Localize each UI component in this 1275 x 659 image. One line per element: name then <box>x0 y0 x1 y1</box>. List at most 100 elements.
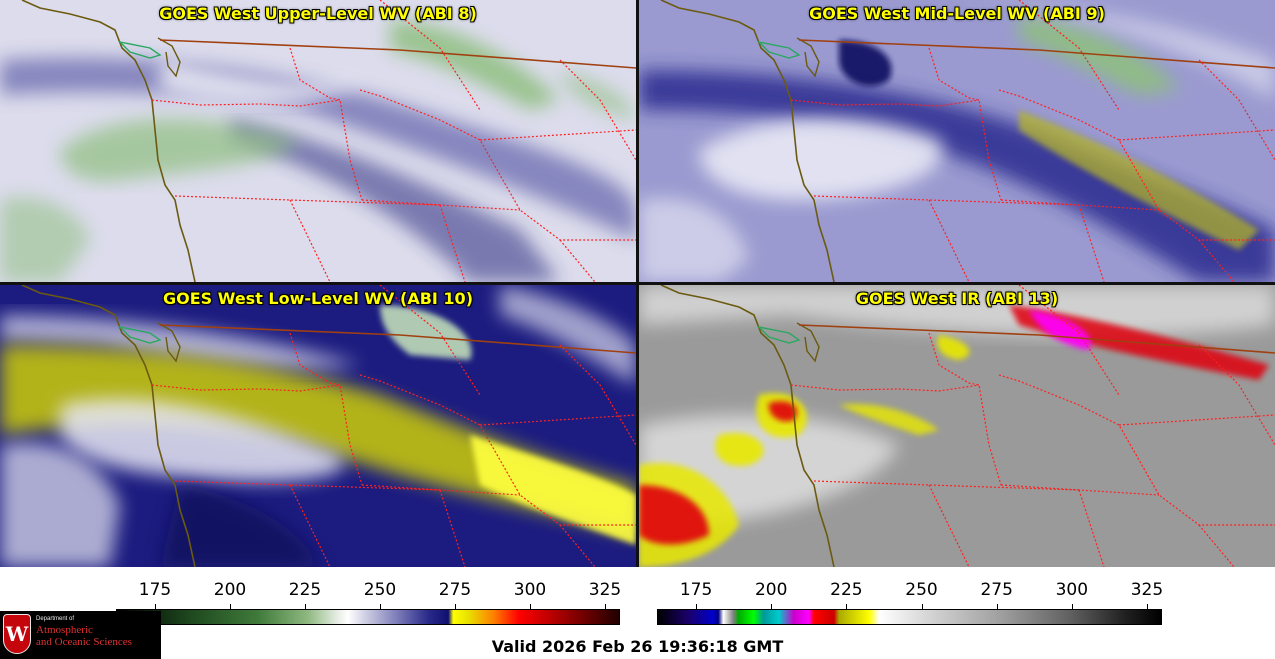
ut-co-line <box>559 239 596 282</box>
colorbar-tick-label: 275 <box>980 580 1013 600</box>
coastline <box>21 0 196 282</box>
colorbar-tick-mark <box>921 604 923 609</box>
panel-divider-horizontal <box>0 282 1275 285</box>
canada-border <box>798 324 1275 354</box>
id-line <box>928 47 1002 201</box>
id-nv-line <box>361 199 441 206</box>
panel-low-level-wv: GOES West Low-Level WV (ABI 10) <box>0 285 636 567</box>
bright-dry-region <box>470 435 636 545</box>
panel-mid-level-wv: GOES West Mid-Level WV (ABI 9) <box>639 0 1275 282</box>
colorbar-tick-label: 225 <box>830 580 863 600</box>
cold-top-2 <box>715 432 764 466</box>
canada-border <box>159 39 636 69</box>
colorbar-tick-mark <box>1071 604 1073 609</box>
ca-nv-line <box>289 199 331 282</box>
sk-line <box>559 59 636 161</box>
sk-line <box>1198 59 1275 161</box>
island-coast <box>796 37 820 78</box>
ca-nv-line <box>928 199 970 282</box>
colorbar-ir: 175 200 225 250 275 300 325 <box>657 580 1164 626</box>
high-cloud <box>160 60 360 104</box>
colorbar-tick-mark <box>380 604 381 609</box>
id-nv-line <box>361 484 441 491</box>
valid-time: Valid 2026 Feb 26 19:36:18 GMT <box>491 637 784 656</box>
sk-line <box>559 344 636 446</box>
colorbar-tick-mark <box>1146 604 1148 609</box>
ca-nv-line <box>289 484 331 567</box>
or-ca-line <box>174 480 521 496</box>
high-cloud-north <box>939 0 1275 100</box>
colorbar-tick-mark <box>846 604 848 609</box>
colorbar-wv-gradient <box>116 609 620 625</box>
colorbar-tick-label: 175 <box>138 580 172 600</box>
coastline <box>21 285 196 567</box>
wa-or-line <box>151 99 341 107</box>
id-nv-line <box>1000 199 1080 206</box>
nv-ut-line <box>1078 204 1105 282</box>
wa-or-line <box>790 384 980 392</box>
sk-line <box>1198 344 1275 446</box>
coastline <box>660 285 835 567</box>
warm-dry-streak <box>1019 110 1259 250</box>
colorbar-tick-mark <box>530 604 531 609</box>
puget-sound <box>117 40 162 59</box>
id-line <box>289 332 363 486</box>
north-cloud <box>639 285 1275 336</box>
wa-or-line <box>151 384 341 392</box>
aos-logo: W Department of Atmospheric and Oceanic … <box>0 611 161 659</box>
band-cells <box>839 404 939 435</box>
puget-sound <box>756 325 801 344</box>
colorbar-tick-mark <box>230 604 231 609</box>
low-level-wv-image <box>0 285 636 567</box>
colorbar-tick-label: 200 <box>213 580 247 600</box>
dry-slot <box>839 40 892 87</box>
ab-bc-line <box>379 285 481 396</box>
logo-dept-small: Department of <box>36 616 75 622</box>
nv-ut-line <box>439 489 466 567</box>
colorbar-ir-ticks: 175 200 225 250 275 300 325 <box>657 580 1164 609</box>
colorbar-tick-mark <box>996 604 998 609</box>
dry-streak <box>230 120 560 282</box>
colorbar-tick-mark <box>771 604 773 609</box>
logo-line-1: Atmospheric <box>36 624 93 636</box>
puget-sound <box>117 325 162 344</box>
ut-co-line <box>1198 239 1235 282</box>
north-cloud <box>0 315 360 369</box>
or-ca-line <box>174 195 521 211</box>
scattered-cell <box>937 335 970 360</box>
ut-co-line <box>559 524 596 567</box>
dry-band <box>639 70 1275 282</box>
canada-border <box>159 324 636 354</box>
colorbar-tick-mark <box>605 604 606 609</box>
canada-border <box>798 39 1275 69</box>
coldest-tops <box>1029 310 1091 350</box>
or-ca-line <box>813 480 1160 496</box>
puget-sound <box>756 40 801 59</box>
logo-line-2: and Oceanic Sciences <box>36 636 132 648</box>
colorbar-tick-mark <box>305 604 306 609</box>
ir-image <box>639 285 1275 567</box>
colorbar-tick-label: 325 <box>1130 580 1164 600</box>
colorbar-tick-label: 175 <box>679 580 713 600</box>
island-coast <box>157 37 181 78</box>
east-moisture <box>560 70 636 120</box>
sw-convection <box>639 485 709 545</box>
ab-bc-line <box>1018 285 1120 396</box>
colorbar-wv-ticks: 175 200 225 250 275 300 325 <box>116 580 621 609</box>
pacific-moisture <box>60 118 300 182</box>
colorbar-tick-label: 250 <box>363 580 397 600</box>
panel-upper-level-wv: GOES West Upper-Level WV (ABI 8) <box>0 0 636 282</box>
colorbar-ir-gradient <box>657 609 1162 625</box>
pacific-cloud <box>699 118 943 200</box>
dry-warm-region <box>0 345 636 535</box>
cell-red <box>768 401 798 422</box>
mid-level-wv-image <box>639 0 1275 282</box>
id-line <box>289 47 363 201</box>
sw-cloud <box>639 198 749 282</box>
ut-co-line <box>1198 524 1235 567</box>
colorbar-tick-label: 200 <box>754 580 788 600</box>
island-coast <box>796 322 820 363</box>
colorbar-tick-mark <box>155 604 156 609</box>
pacific-cloud <box>60 398 344 482</box>
island-coast <box>157 322 181 363</box>
